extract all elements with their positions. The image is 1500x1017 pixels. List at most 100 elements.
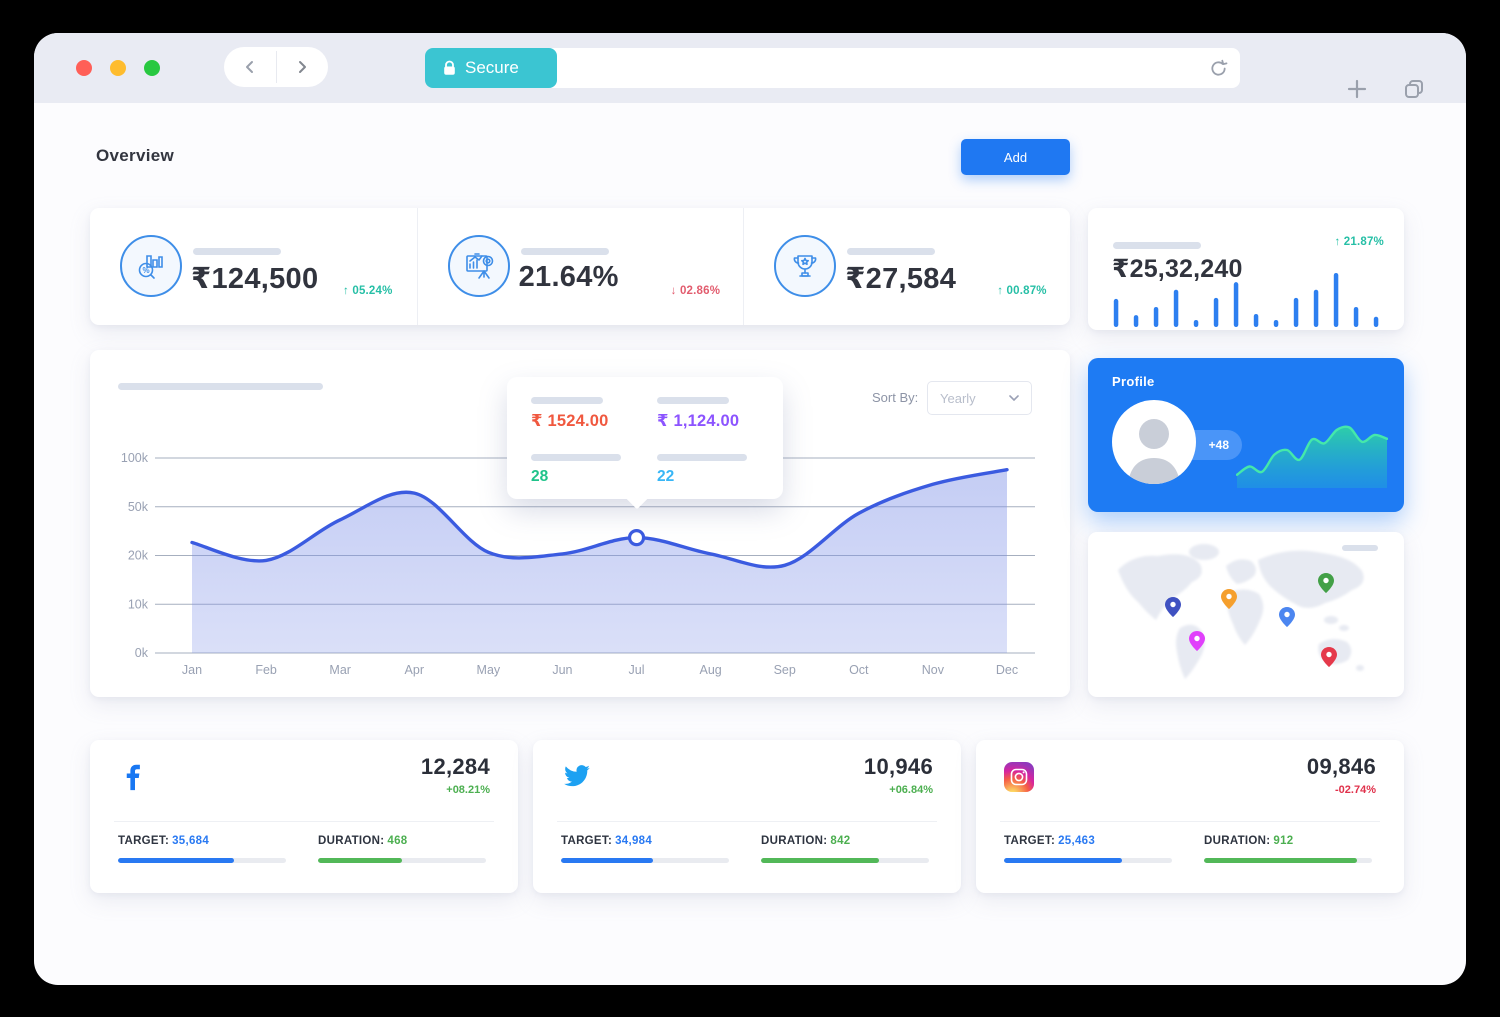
svg-text:Jan: Jan xyxy=(182,663,202,677)
tab-overview-button[interactable] xyxy=(1402,77,1426,101)
duration-value: 468 xyxy=(387,835,408,847)
map-pin-russia[interactable] xyxy=(1318,573,1334,593)
target-label: TARGET: xyxy=(1004,835,1056,847)
presentation-chart-icon xyxy=(447,235,510,297)
stat-delta: ↓ 02.86% xyxy=(670,285,721,297)
duration-progress-fill xyxy=(318,858,402,863)
target-progress-fill xyxy=(118,858,234,863)
world-map-card xyxy=(1088,532,1404,697)
duration-label: DURATION: xyxy=(1204,835,1271,847)
duration-label: DURATION: xyxy=(318,835,385,847)
minimize-window-button[interactable] xyxy=(110,60,126,76)
placeholder-bar xyxy=(531,454,621,461)
stat-value: 21.64% xyxy=(518,261,619,293)
world-map xyxy=(1118,544,1364,679)
target-progress-track xyxy=(1004,858,1172,863)
target-progress-fill xyxy=(1004,858,1122,863)
svg-text:50k: 50k xyxy=(128,500,149,514)
browser-window: Secure Overview Add xyxy=(34,33,1466,985)
duration-value: 842 xyxy=(830,835,851,847)
tooltip-left-value: ₹ 1524.00 xyxy=(531,412,609,430)
new-tab-button[interactable] xyxy=(1346,78,1368,100)
instagram-icon xyxy=(1004,762,1036,794)
chart-tooltip: ₹ 1524.00 28 ₹ 1,124.00 22 xyxy=(507,377,783,510)
stat-delta: ↑ 00.87% xyxy=(997,285,1047,297)
trophy-icon xyxy=(774,235,837,297)
placeholder-bar xyxy=(1113,242,1201,249)
svg-text:Sep: Sep xyxy=(774,663,796,677)
duration-label: DURATION: xyxy=(761,835,828,847)
maximize-window-button[interactable] xyxy=(144,60,160,76)
revenue-value: ₹25,32,240 xyxy=(1112,255,1243,283)
target-value: 34,984 xyxy=(615,835,653,847)
facebook-target: TARGET: 35,684 xyxy=(118,835,290,863)
instagram-count: 09,846 xyxy=(1306,754,1376,779)
duration-progress-fill xyxy=(1204,858,1357,863)
browser-chrome: Secure xyxy=(34,33,1466,103)
placeholder-bar xyxy=(657,454,747,461)
twitter-icon xyxy=(561,762,593,794)
lock-icon xyxy=(444,60,455,75)
stat-value: ₹124,500 xyxy=(191,263,319,295)
duration-progress-track xyxy=(1204,858,1372,863)
svg-text:May: May xyxy=(477,663,501,677)
placeholder-bar xyxy=(520,248,609,255)
target-progress-track xyxy=(561,858,729,863)
main-chart-card: Sort By: Yearly 100k 50k 20k 10k 0k Jan Feb Mar… xyxy=(90,350,1070,697)
instagram-card: 09,846 -02.74% TARGET: 25,463 DURATION: 91… xyxy=(976,740,1404,893)
facebook-count: 12,284 xyxy=(420,754,490,779)
stat-delta: ↑ 05.24% xyxy=(343,285,393,297)
sort-by-label: Sort By: xyxy=(872,390,919,405)
back-button[interactable] xyxy=(224,47,276,87)
stat-rate: 21.64% ↓ 02.86% xyxy=(416,208,744,325)
target-progress-fill xyxy=(561,858,654,863)
svg-text:Jul: Jul xyxy=(629,663,645,677)
chevron-right-icon xyxy=(299,61,307,73)
svg-text:Aug: Aug xyxy=(700,663,722,677)
svg-text:%: % xyxy=(142,266,149,275)
forward-button[interactable] xyxy=(277,47,329,87)
address-bar[interactable]: Secure xyxy=(425,48,1240,88)
close-window-button[interactable] xyxy=(76,60,92,76)
twitter-delta: +06.84% xyxy=(889,784,933,796)
placeholder-bar xyxy=(847,248,936,255)
twitter-card: 10,946 +06.84% TARGET: 34,984 DURATION: 84… xyxy=(533,740,961,893)
map-pin-north-america[interactable] xyxy=(1165,597,1181,617)
nav-buttons xyxy=(224,47,328,87)
facebook-duration: DURATION: 468 xyxy=(318,835,490,863)
map-pin-europe[interactable] xyxy=(1221,589,1237,609)
svg-text:Jun: Jun xyxy=(552,663,572,677)
svg-text:100k: 100k xyxy=(121,451,149,465)
chevron-down-icon xyxy=(1009,395,1019,401)
duration-progress-fill xyxy=(761,858,879,863)
nav-divider xyxy=(275,51,277,83)
sort-by-dropdown[interactable]: Yearly xyxy=(927,381,1032,415)
svg-text:Feb: Feb xyxy=(255,663,277,677)
facebook-icon xyxy=(118,762,150,794)
plus-icon xyxy=(1347,79,1367,99)
tabs-icon xyxy=(1405,80,1423,98)
add-button[interactable]: Add xyxy=(961,139,1070,175)
instagram-delta: -02.74% xyxy=(1335,784,1376,796)
divider xyxy=(557,821,937,822)
map-pin-india[interactable] xyxy=(1279,607,1295,627)
placeholder-bar xyxy=(531,397,603,404)
facebook-delta: +08.21% xyxy=(446,784,490,796)
target-label: TARGET: xyxy=(561,835,613,847)
twitter-duration: DURATION: 842 xyxy=(761,835,933,863)
reload-button[interactable] xyxy=(1209,59,1228,78)
tooltip-right-value: ₹ 1,124.00 xyxy=(657,412,740,430)
map-pin-australia[interactable] xyxy=(1321,647,1337,667)
svg-text:Mar: Mar xyxy=(329,663,351,677)
tooltip-left-count: 28 xyxy=(531,468,549,485)
avatar[interactable] xyxy=(1112,400,1196,484)
tooltip-right-count: 22 xyxy=(657,468,675,485)
target-label: TARGET: xyxy=(118,835,170,847)
stat-value: ₹27,584 xyxy=(845,263,957,295)
stat-earnings: % ₹124,500 ↑ 05.24% xyxy=(90,208,417,325)
svg-text:Dec: Dec xyxy=(996,663,1018,677)
twitter-count: 10,946 xyxy=(863,754,933,779)
twitter-target: TARGET: 34,984 xyxy=(561,835,733,863)
map-pin-south-america[interactable] xyxy=(1189,631,1205,651)
divider xyxy=(114,821,494,822)
